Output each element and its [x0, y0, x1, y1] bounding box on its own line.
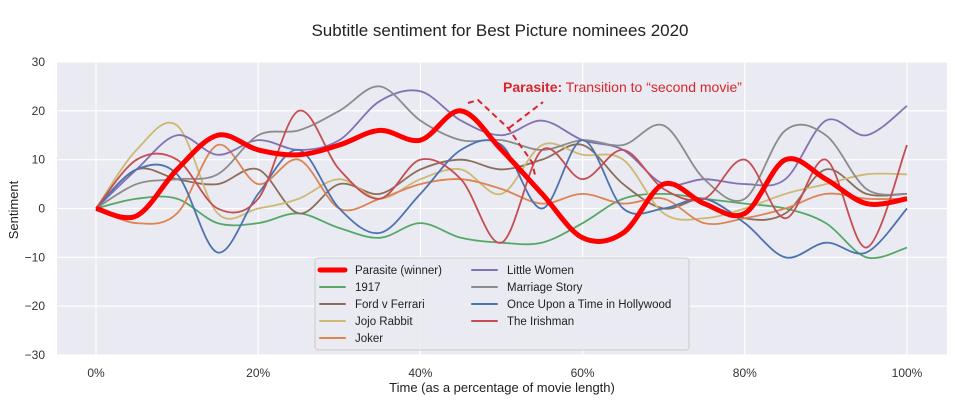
legend-label: Joker [355, 333, 383, 345]
series-line-parasite-winner- [95, 108, 908, 244]
series-line-the-irishman [95, 109, 908, 249]
x-tick-label: 80% [733, 366, 757, 380]
y-tick-label: 20 [32, 104, 46, 118]
legend: Parasite (winner) 1917 Ford v Ferrari Jojo … [314, 257, 690, 351]
legend-label: Once Upon a Time in Hollywood [507, 299, 671, 311]
chart-title: Subtitle sentiment for Best Picture nomi… [311, 21, 688, 40]
x-tick-label: 0% [87, 366, 105, 380]
x-tick-label: 60% [571, 366, 595, 380]
y-tick-label: −10 [25, 250, 46, 264]
legend-box [314, 257, 690, 351]
x-axis-label: Time (as a percentage of movie length) [389, 380, 615, 395]
series-line-little-women [95, 89, 908, 210]
legend-label: The Irishman [507, 316, 574, 328]
x-tick-label: 100% [892, 366, 923, 380]
annotation-bracket [467, 98, 536, 176]
legend-label: 1917 [355, 282, 381, 294]
legend-label: Marriage Story [507, 282, 583, 294]
series-line-marriage-story [95, 85, 908, 210]
annotation-rest: Transition to “second movie” [562, 79, 742, 95]
annotation: Parasite: Transition to “second movie” [467, 79, 742, 176]
x-tick-label: 20% [246, 366, 270, 380]
y-tick-label: −30 [25, 348, 46, 362]
series-line-jojo-rabbit [95, 121, 908, 221]
x-tick-label: 40% [408, 366, 432, 380]
annotation-pointer [508, 101, 544, 129]
legend-label: Parasite (winner) [355, 265, 442, 277]
series-line-joker [95, 144, 908, 226]
annotation-bold: Parasite: [503, 79, 562, 95]
y-tick-label: 10 [32, 153, 46, 167]
annotation-text: Parasite: Transition to “second movie” [503, 79, 742, 95]
legend-label: Little Women [507, 265, 574, 277]
legend-label: Jojo Rabbit [355, 316, 413, 328]
series-line-once-upon-a-time-in-hollywood [95, 139, 908, 259]
series-line-ford-v-ferrari [95, 143, 908, 221]
y-axis-label: Sentiment [6, 180, 21, 239]
legend-label: Ford v Ferrari [355, 299, 425, 311]
y-tick-label: 30 [32, 55, 46, 69]
y-tick-label: −20 [25, 299, 46, 313]
y-tick-label: 0 [38, 202, 45, 216]
